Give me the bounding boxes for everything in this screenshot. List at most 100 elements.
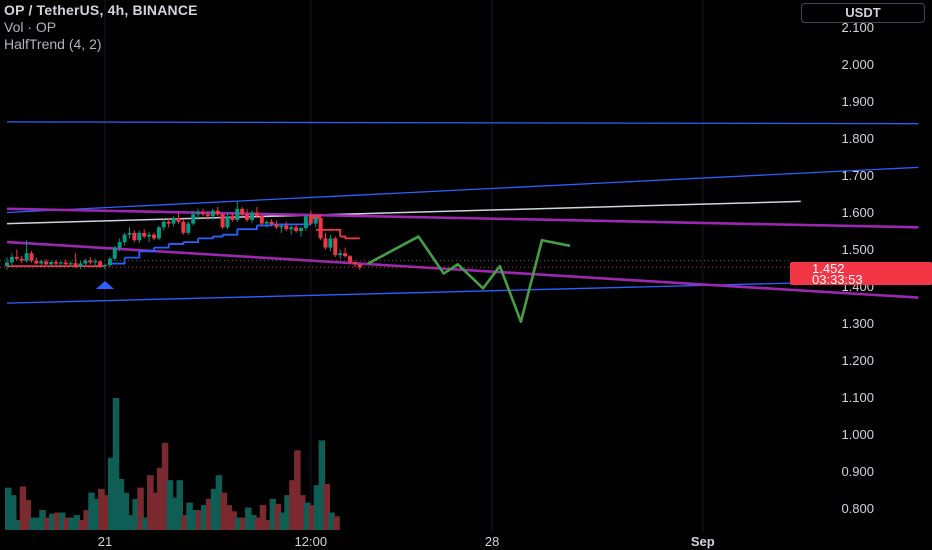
price-tick-label: 1.200 bbox=[841, 353, 874, 368]
volume-bar bbox=[294, 450, 301, 530]
candle-body bbox=[279, 225, 284, 228]
price-tick-label: 1.600 bbox=[841, 205, 874, 220]
volume-bar bbox=[122, 492, 130, 530]
candle-body bbox=[14, 256, 19, 259]
candle-body bbox=[274, 224, 279, 228]
candle-body bbox=[299, 228, 303, 231]
candle-body bbox=[19, 258, 24, 261]
candle-body bbox=[289, 227, 294, 230]
volume-bar bbox=[240, 517, 247, 530]
volume-bar bbox=[14, 520, 22, 530]
volume-bar bbox=[308, 505, 316, 530]
halftrend-segment bbox=[183, 238, 200, 244]
candle-body bbox=[44, 261, 49, 265]
volume-bar bbox=[176, 480, 183, 530]
volume-bar bbox=[191, 510, 198, 530]
time-axis[interactable]: 21 12:00 28 Sep bbox=[98, 534, 715, 549]
halftrend-segment bbox=[109, 257, 126, 265]
volume-bar bbox=[63, 517, 71, 530]
volume-bar bbox=[137, 487, 144, 530]
volume-bar bbox=[39, 510, 46, 530]
candle-body bbox=[191, 214, 196, 224]
volume-bars bbox=[5, 398, 340, 530]
volume-bar bbox=[171, 497, 179, 530]
candle-body bbox=[127, 232, 132, 235]
halftrend-buy-signal bbox=[96, 281, 114, 289]
candle-body bbox=[68, 263, 73, 265]
candle-body bbox=[215, 210, 220, 215]
volume-bar bbox=[250, 515, 257, 530]
volume-bar bbox=[142, 517, 149, 530]
volume-bar bbox=[303, 502, 311, 530]
candle-body bbox=[245, 214, 250, 220]
candle-body bbox=[132, 232, 137, 241]
symbol-title[interactable]: OP / TetherUS, 4h, BINANCE bbox=[4, 2, 198, 18]
price-tick-label: 2.000 bbox=[841, 57, 874, 72]
halftrend-segment bbox=[212, 234, 224, 238]
candle-body bbox=[333, 238, 338, 256]
volume-bar bbox=[215, 475, 223, 530]
volume-bar bbox=[269, 498, 277, 530]
candle-body bbox=[343, 253, 348, 257]
volume-bar bbox=[333, 516, 340, 530]
candle-body bbox=[63, 262, 68, 265]
chart-legend: OP / TetherUS, 4h, BINANCE Vol · OP Half… bbox=[4, 2, 198, 53]
indicator-volume[interactable]: Vol · OP bbox=[4, 19, 57, 35]
volume-bar bbox=[299, 495, 306, 530]
last-price-value: 1.452 bbox=[812, 261, 845, 276]
volume-bar bbox=[318, 440, 326, 530]
candle-body bbox=[24, 253, 29, 261]
candle-body bbox=[303, 216, 308, 229]
candle-body bbox=[357, 264, 362, 268]
volume-bar bbox=[161, 442, 169, 530]
candle-body bbox=[269, 221, 274, 225]
volume-bar bbox=[29, 517, 36, 530]
volume-bar bbox=[93, 498, 100, 530]
candle-body bbox=[9, 256, 14, 263]
candle-body bbox=[5, 262, 9, 267]
candle-body bbox=[176, 218, 181, 222]
volume-bar bbox=[186, 502, 193, 530]
indicator-halftrend[interactable]: HalfTrend (4, 2) bbox=[4, 36, 102, 52]
candle-body bbox=[112, 247, 117, 259]
volume-bar bbox=[328, 512, 335, 530]
volume-bar bbox=[112, 398, 120, 530]
volume-bar bbox=[107, 457, 115, 530]
halftrend-segment bbox=[340, 235, 347, 239]
volume-bar bbox=[166, 480, 174, 530]
candle-body bbox=[93, 261, 98, 263]
candle-body bbox=[328, 238, 333, 248]
currency-button[interactable]: USDT bbox=[801, 3, 925, 23]
volume-bar bbox=[34, 517, 41, 530]
price-tick-label: 1.700 bbox=[841, 168, 874, 183]
volume-bar bbox=[49, 513, 56, 530]
halftrend-segment bbox=[154, 243, 170, 249]
price-axis[interactable]: 2.1002.0001.9001.8001.7001.6001.5001.400… bbox=[841, 20, 874, 516]
volume-bar bbox=[19, 486, 27, 530]
halftrend-segment bbox=[335, 228, 342, 237]
candle-body bbox=[107, 258, 112, 266]
candle-body bbox=[240, 208, 245, 215]
volume-bar bbox=[210, 488, 218, 530]
channel-upper-line bbox=[6, 166, 919, 214]
halftrend-segment bbox=[124, 251, 141, 259]
price-tick-label: 1.800 bbox=[841, 131, 874, 146]
volume-bar bbox=[289, 480, 296, 530]
volume-bar bbox=[68, 517, 76, 530]
candle-body bbox=[49, 262, 54, 265]
drawings-back[interactable] bbox=[6, 121, 919, 304]
volume-bar bbox=[147, 475, 154, 530]
candle-body bbox=[39, 261, 44, 264]
price-tick-label: 2.100 bbox=[841, 20, 874, 35]
candle-body bbox=[318, 218, 323, 239]
candle-body bbox=[338, 253, 343, 256]
time-tick-label: 28 bbox=[485, 534, 499, 549]
drawings-front[interactable] bbox=[0, 235, 790, 323]
candle-body bbox=[196, 212, 201, 215]
price-tick-label: 1.300 bbox=[841, 316, 874, 331]
volume-bar bbox=[264, 520, 272, 530]
volume-bar bbox=[245, 507, 252, 530]
volume-bar bbox=[279, 512, 286, 530]
candle-body bbox=[88, 260, 93, 263]
